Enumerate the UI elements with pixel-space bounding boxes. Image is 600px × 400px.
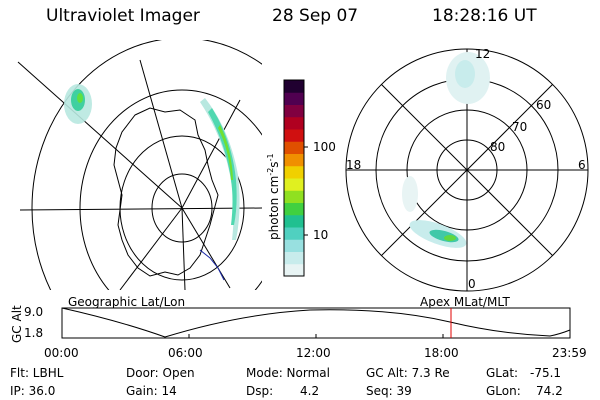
magnetic-polar-plot	[345, 48, 589, 292]
glon-label: GLon:	[486, 384, 521, 398]
date-label: 28 Sep 07	[272, 6, 359, 26]
oval-emission	[402, 52, 490, 248]
mlt-0-label: 0	[468, 277, 476, 291]
geographic-map-label: Geographic Lat/Lon	[68, 295, 186, 309]
meridian-line	[181, 207, 231, 289]
lat-circle-edge	[31, 40, 262, 290]
glon-value: 74.2	[536, 384, 563, 398]
colorbar-segment	[284, 214, 304, 228]
x-tick-0600: 06:00	[168, 346, 203, 360]
colorbar-segment	[284, 202, 304, 216]
colorbar-gradient	[284, 80, 304, 277]
colorbar-segment	[284, 116, 304, 130]
mlat-80-label: 80	[490, 140, 506, 154]
meridian-line	[139, 59, 183, 209]
dsp-status-value: 4.2	[300, 384, 320, 398]
meridian-line	[17, 61, 183, 209]
seq-status: Seq: 39	[366, 384, 412, 398]
mlt-18-label: 18	[346, 158, 362, 172]
x-tick-1800: 18:00	[424, 346, 459, 360]
gain-status: Gain: 14	[126, 384, 177, 398]
colorbar-segment	[284, 165, 304, 179]
colorbar-unit-label: photon cm-2s-1	[266, 153, 281, 240]
x-tick-2359: 23:59	[552, 346, 587, 360]
colorbar-segment	[284, 190, 304, 203]
gc-alt-status: GC Alt: 7.3 Re	[366, 366, 450, 380]
x-tick-0000: 00:00	[44, 346, 79, 360]
altitude-axis-title: GC Alt	[10, 305, 24, 343]
intensity-colorbar	[283, 79, 308, 277]
colorbar-segment	[284, 251, 304, 265]
altitude-plot-frame	[61, 307, 571, 339]
colorbar-segment	[284, 263, 304, 277]
altitude-min-label: 1.8	[24, 326, 44, 340]
mlt-6-label: 6	[578, 158, 586, 172]
colorbar-frame	[283, 79, 305, 277]
meridian-line	[19, 207, 262, 211]
mlat-60-label: 60	[536, 98, 552, 112]
colorbar-segment	[284, 227, 304, 240]
altitude-max-label: 9.0	[24, 305, 44, 319]
mlt-12-label: 12	[475, 47, 491, 61]
colorbar-segment	[284, 153, 304, 167]
colorbar-segment	[284, 141, 304, 154]
colorbar-segment	[284, 239, 304, 252]
mlt-line	[381, 84, 553, 256]
mode-status: Mode: Normal	[246, 366, 330, 380]
colorbar-tick-100: 100	[313, 140, 336, 154]
mlat-70-label: 70	[512, 120, 528, 134]
antarctica-coastline	[113, 107, 219, 277]
meridian-line	[119, 207, 183, 290]
glat-label: GLat:	[486, 366, 519, 380]
dsp-status-label: Dsp:	[246, 384, 274, 398]
ground-track	[199, 249, 225, 281]
instrument-title: Ultraviolet Imager	[46, 6, 200, 26]
colorbar-tick-10: 10	[313, 228, 329, 242]
magnetic-map-label: Apex MLat/MLT	[420, 295, 510, 309]
colorbar-segment	[284, 104, 304, 118]
ip-status: IP: 36.0	[10, 384, 56, 398]
altitude-curve	[61, 307, 571, 338]
lat-circle-outer	[79, 89, 262, 290]
x-tick-1200: 12:00	[296, 346, 331, 360]
colorbar-segment	[284, 129, 304, 142]
colorbar-segment	[284, 80, 304, 93]
glat-value: -75.1	[530, 366, 562, 380]
door-status: Door: Open	[126, 366, 195, 380]
colorbar-segment	[284, 92, 304, 105]
aurora-patches	[64, 84, 240, 240]
geographic-map	[17, 40, 262, 290]
meridian-line	[181, 207, 186, 290]
time-label: 18:28:16 UT	[432, 6, 537, 26]
filter-status: Flt: LBHL	[10, 366, 64, 380]
colorbar-segment	[284, 178, 304, 191]
meridian-line	[181, 99, 241, 209]
altitude-plot	[61, 307, 571, 339]
